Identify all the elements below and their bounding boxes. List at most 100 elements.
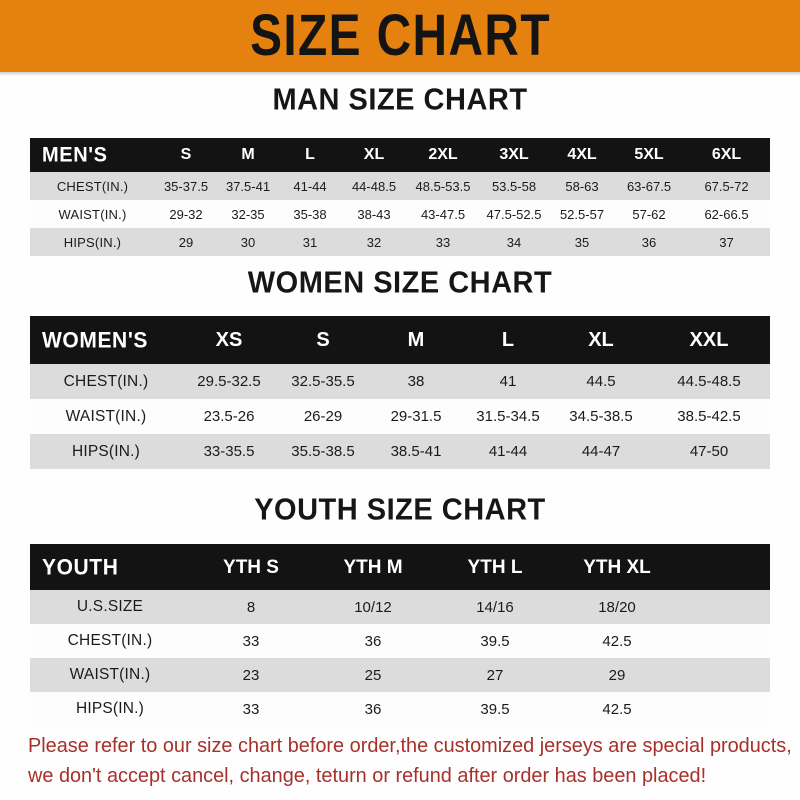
section-title-youth: YOUTH SIZE CHART — [254, 493, 546, 527]
men-size-col-2: L — [305, 146, 315, 163]
women-size-col-5: XXL — [689, 329, 729, 351]
youth-size-table: YOUTH YTH S YTH M YTH L YTH XL U.S.SIZE … — [30, 544, 770, 726]
youth-waist-1: 25 — [364, 666, 382, 684]
table-row: CHEST(IN.) 29.5-32.5 32.5-35.5 38 41 44.… — [30, 364, 770, 399]
women-size-col-2: M — [407, 329, 425, 351]
page-banner: SIZE CHART — [0, 0, 800, 72]
women-waist-2: 29-31.5 — [390, 408, 442, 425]
women-size-col-4: XL — [588, 329, 614, 351]
men-waist-7: 57-62 — [632, 206, 666, 222]
men-chest-0: 35-37.5 — [163, 178, 209, 194]
men-chest-6: 58-63 — [565, 178, 599, 194]
men-size-col-4: 2XL — [428, 146, 458, 163]
youth-ussize-spacer — [678, 590, 770, 624]
men-waist-1: 32-35 — [231, 206, 265, 222]
youth-size-col-2: YTH L — [467, 556, 523, 578]
women-size-col-3: L — [501, 329, 515, 351]
men-size-table: MEN'S S M L XL 2XL 3XL 4XL 5XL 6XL CHEST… — [30, 138, 770, 256]
disclaimer-line-1: Please refer to our size chart before or… — [28, 734, 792, 757]
table-row: WAIST(IN.) 23 25 27 29 — [30, 658, 770, 692]
men-row-label-waist: WAIST(IN.) — [58, 206, 127, 222]
women-hips-3: 41-44 — [488, 443, 528, 460]
men-waist-4: 43-47.5 — [420, 206, 466, 222]
table-row: CHEST(IN.) 35-37.5 37.5-41 41-44 44-48.5… — [30, 172, 770, 200]
table-row: WAIST(IN.) 23.5-26 26-29 29-31.5 31.5-34… — [30, 399, 770, 434]
youth-row-label-chest: CHEST(IN.) — [67, 632, 153, 650]
youth-ussize-1: 10/12 — [354, 598, 392, 616]
men-chest-1: 37.5-41 — [225, 178, 271, 194]
women-hips-2: 38.5-41 — [390, 443, 442, 460]
women-chest-0: 29.5-32.5 — [197, 373, 261, 390]
men-row-label-chest: CHEST(IN.) — [56, 178, 129, 194]
youth-ussize-3: 18/20 — [598, 598, 636, 616]
men-chest-2: 41-44 — [293, 178, 327, 194]
table-row: HIPS(IN.) 29 30 31 32 33 34 35 36 37 — [30, 228, 770, 256]
youth-size-col-3: YTH XL — [583, 556, 651, 578]
men-chest-3: 44-48.5 — [351, 178, 397, 194]
men-corner-label: MEN'S — [42, 143, 108, 167]
youth-chest-2: 39.5 — [480, 632, 510, 650]
youth-chest-spacer — [678, 624, 770, 658]
men-size-col-5: 3XL — [499, 146, 529, 163]
women-hips-4: 44-47 — [581, 443, 621, 460]
women-waist-1: 26-29 — [303, 408, 343, 425]
women-table-header-row: WOMEN'S XS S M L XL XXL — [30, 316, 770, 364]
youth-hips-spacer — [678, 692, 770, 726]
men-size-col-7: 5XL — [634, 146, 664, 163]
disclaimer-text: Please refer to our size chart before or… — [28, 731, 792, 791]
men-size-col-6: 4XL — [567, 146, 597, 163]
section-title-man: MAN SIZE CHART — [272, 83, 528, 117]
men-size-col-8: 6XL — [711, 146, 742, 163]
youth-hips-2: 39.5 — [480, 700, 510, 718]
men-size-col-0: S — [180, 146, 192, 163]
youth-hips-3: 42.5 — [602, 700, 632, 718]
women-chest-3: 41 — [499, 373, 517, 390]
women-row-label-chest: CHEST(IN.) — [63, 372, 149, 390]
men-chest-5: 53.5-58 — [491, 178, 537, 194]
men-table-header-row: MEN'S S M L XL 2XL 3XL 4XL 5XL 6XL — [30, 138, 770, 172]
men-waist-3: 38-43 — [357, 206, 391, 222]
men-waist-5: 47.5-52.5 — [486, 206, 542, 222]
youth-waist-0: 23 — [242, 666, 260, 684]
table-row: U.S.SIZE 8 10/12 14/16 18/20 — [30, 590, 770, 624]
men-hips-6: 35 — [574, 234, 590, 250]
men-hips-5: 34 — [506, 234, 522, 250]
youth-chest-3: 42.5 — [602, 632, 632, 650]
men-hips-1: 30 — [240, 234, 256, 250]
youth-size-col-0: YTH S — [223, 556, 279, 578]
women-chest-5: 44.5-48.5 — [677, 373, 741, 390]
youth-row-label-waist: WAIST(IN.) — [69, 666, 151, 684]
page-title: SIZE CHART — [249, 3, 551, 69]
men-hips-0: 29 — [178, 234, 194, 250]
men-row-label-hips: HIPS(IN.) — [63, 234, 122, 250]
youth-row-label-hips: HIPS(IN.) — [75, 700, 145, 718]
youth-size-col-spacer — [678, 544, 770, 590]
men-hips-8: 37 — [719, 234, 734, 250]
table-row: HIPS(IN.) 33-35.5 35.5-38.5 38.5-41 41-4… — [30, 434, 770, 469]
women-waist-5: 38.5-42.5 — [677, 408, 741, 425]
women-row-label-waist: WAIST(IN.) — [65, 407, 147, 425]
youth-hips-1: 36 — [364, 700, 382, 718]
table-row: WAIST(IN.) 29-32 32-35 35-38 38-43 43-47… — [30, 200, 770, 228]
youth-waist-2: 27 — [486, 666, 504, 684]
men-hips-7: 36 — [641, 234, 657, 250]
women-waist-3: 31.5-34.5 — [476, 408, 540, 425]
men-hips-2: 31 — [302, 234, 318, 250]
youth-chest-1: 36 — [364, 632, 382, 650]
youth-hips-0: 33 — [242, 700, 260, 718]
men-hips-4: 33 — [435, 234, 451, 250]
youth-waist-3: 29 — [608, 666, 626, 684]
women-corner-label: WOMEN'S — [42, 327, 149, 353]
men-chest-8: 67.5-72 — [704, 178, 749, 194]
women-hips-0: 33-35.5 — [203, 443, 255, 460]
women-chest-1: 32.5-35.5 — [291, 373, 355, 390]
women-chest-2: 38 — [407, 373, 425, 390]
women-chest-4: 44.5 — [586, 373, 616, 390]
women-hips-1: 35.5-38.5 — [291, 443, 355, 460]
women-waist-4: 34.5-38.5 — [569, 408, 633, 425]
women-size-table: WOMEN'S XS S M L XL XXL CHEST(IN.) 29.5-… — [30, 316, 770, 469]
table-row: CHEST(IN.) 33 36 39.5 42.5 — [30, 624, 770, 658]
men-waist-2: 35-38 — [293, 206, 327, 222]
women-size-col-1: S — [316, 329, 330, 351]
